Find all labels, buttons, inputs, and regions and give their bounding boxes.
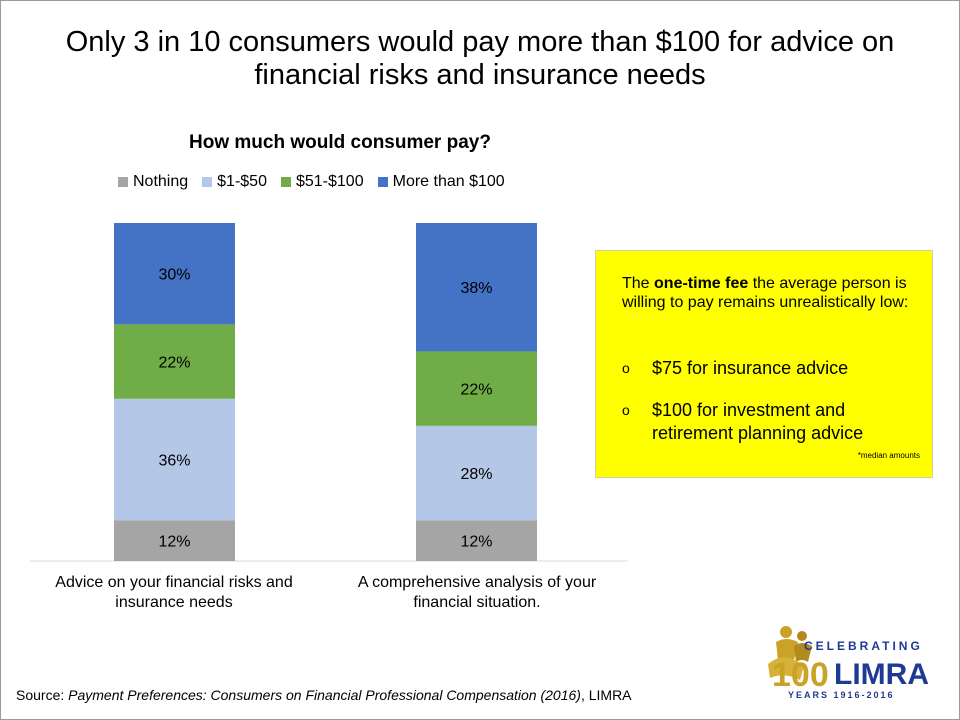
legend-item: Nothing <box>118 173 188 191</box>
callout-item-text: $100 for investment and retirement plann… <box>652 400 864 443</box>
source-citation: Source: Payment Preferences: Consumers o… <box>16 687 632 703</box>
bar-segment <box>416 425 537 521</box>
legend-swatch <box>280 177 291 187</box>
slide-title: Only 3 in 10 consumers would pay more th… <box>10 26 950 92</box>
chart-legend: Nothing $1-$50 $51-$100 More than $100 <box>118 173 505 191</box>
bar-segment <box>114 520 235 561</box>
bar-segment <box>416 351 537 426</box>
callout-box: The one-time fee the average person is w… <box>595 250 933 478</box>
bullet-circle-icon: o <box>622 402 630 418</box>
logo-years-text: YEARS 1916-2016 <box>788 690 895 700</box>
callout-intro-end: the average person is willing to pay rem… <box>622 275 909 311</box>
category-label-line: insurance needs <box>115 594 233 611</box>
legend-label: $51-$100 <box>295 173 364 190</box>
callout-item-investment: o $100 for investment and retirement pla… <box>622 399 922 445</box>
callout-item-insurance: o $75 for insurance advice <box>622 357 922 380</box>
slide-title-line-2: financial risks and insurance needs <box>254 59 706 91</box>
bar-segment <box>114 324 235 399</box>
callout-intro-start: The <box>622 275 655 292</box>
source-suffix: , LIMRA <box>580 687 632 703</box>
callout-item-text: $75 for insurance advice <box>652 358 849 378</box>
bar-segment <box>114 398 235 521</box>
category-label-line: A comprehensive analysis of your <box>357 574 597 591</box>
data-label: 12% <box>158 534 190 551</box>
data-label: 28% <box>460 466 492 483</box>
limra-logo: CELEBRATING 100 LIMRA YEARS 1916-2016 <box>768 626 929 700</box>
data-label: 36% <box>158 453 190 470</box>
callout-intro-bold: one-time fee <box>654 275 749 292</box>
bar-segment <box>114 223 235 325</box>
legend-label: Nothing <box>133 173 189 190</box>
category-label: Advice on your financial risks and insura… <box>24 573 324 613</box>
source-title: Payment Preferences: Consumers on Financ… <box>68 687 581 703</box>
logo-top-text: CELEBRATING <box>804 639 923 653</box>
callout-intro: The one-time fee the average person is w… <box>622 274 922 312</box>
data-label: 12% <box>460 534 492 551</box>
bullet-circle-icon: o <box>622 360 630 376</box>
legend-item: More than $100 <box>377 173 505 191</box>
data-label: 22% <box>158 355 190 372</box>
slide-title-line-1: Only 3 in 10 consumers would pay more th… <box>65 26 895 58</box>
source-prefix: Source: <box>16 687 69 703</box>
category-label-line: financial situation. <box>413 594 541 611</box>
category-label: A comprehensive analysis of your financia… <box>327 573 627 613</box>
logo-figures-icon <box>768 626 812 680</box>
logo-brand-text: LIMRA <box>834 658 929 691</box>
bar-segment <box>416 520 537 561</box>
legend-item: $1-$50 <box>202 173 267 191</box>
legend-swatch <box>118 177 128 187</box>
bar-segment <box>416 223 537 352</box>
data-label: 22% <box>460 382 492 399</box>
chart-title: How much would consumer pay? <box>189 132 491 153</box>
logo-number-text: 100 <box>772 656 829 694</box>
legend-swatch <box>377 177 388 187</box>
legend-swatch <box>202 177 213 187</box>
data-label: 38% <box>460 280 492 297</box>
data-label: 30% <box>158 267 190 284</box>
legend-label: $1-$50 <box>217 173 267 190</box>
callout-note: *median amounts <box>857 451 920 460</box>
legend-label: More than $100 <box>392 173 505 190</box>
category-label-line: Advice on your financial risks and <box>55 574 293 591</box>
legend-item: $51-$100 <box>280 173 364 191</box>
